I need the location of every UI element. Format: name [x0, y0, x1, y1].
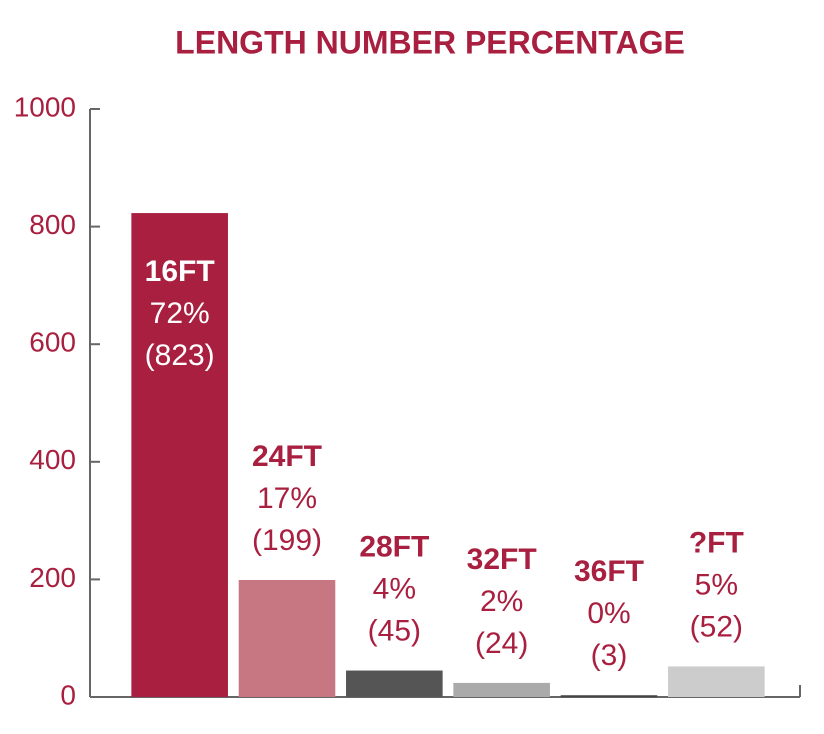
bar-category-label: 28FT	[359, 530, 429, 563]
y-tick-label: 1000	[14, 91, 76, 122]
bar-percent-label: 5%	[695, 568, 738, 601]
bar-percent-label: 2%	[480, 585, 523, 618]
bar-category-label: ?FT	[689, 526, 744, 559]
bar-category-label: 16FT	[145, 255, 215, 288]
bar-percent-label: 17%	[257, 482, 317, 515]
bar	[453, 682, 550, 697]
bar	[131, 213, 228, 698]
y-tick-label: 200	[29, 562, 76, 593]
y-tick-label: 600	[29, 327, 76, 358]
bar	[238, 579, 336, 697]
chart-title: LENGTH NUMBER PERCENTAGE	[175, 24, 685, 60]
bar	[346, 670, 443, 697]
bar-value-label: (3)	[591, 639, 628, 672]
bar-category-label: 24FT	[252, 440, 322, 473]
bar-value-label: (52)	[690, 610, 743, 643]
bar-percent-label: 4%	[373, 572, 416, 605]
y-tick-label: 800	[29, 209, 76, 240]
bar	[668, 666, 765, 697]
bar-value-label: (24)	[475, 627, 528, 660]
bar-percent-label: 72%	[150, 297, 210, 330]
bar	[560, 695, 658, 698]
bar-value-label: (823)	[145, 339, 215, 372]
y-tick-label: 0	[60, 679, 76, 710]
bar-percent-label: 0%	[587, 597, 630, 630]
bar-value-label: (199)	[252, 524, 322, 557]
bar-value-label: (45)	[368, 614, 421, 647]
y-tick-label: 400	[29, 444, 76, 475]
bar-category-label: 32FT	[467, 543, 537, 576]
bar-category-label: 36FT	[574, 555, 644, 588]
